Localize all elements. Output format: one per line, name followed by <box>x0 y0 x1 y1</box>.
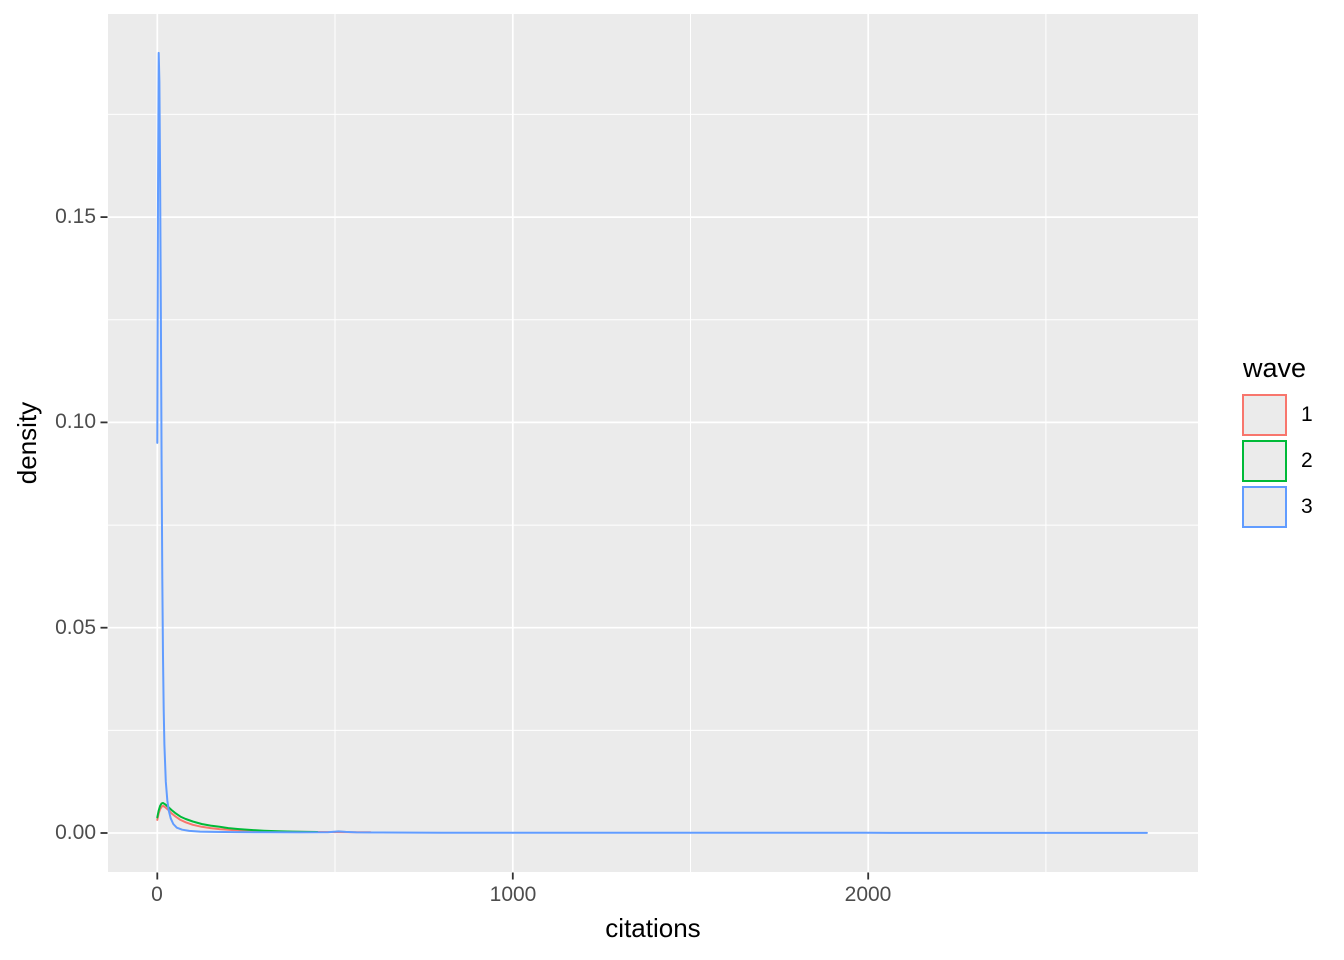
y-tick-label-015: 0.15 <box>55 205 96 228</box>
legend-label-wave-2: 2 <box>1301 449 1313 472</box>
legend: wave 1 2 3 <box>1242 353 1344 532</box>
panel-background <box>108 14 1198 872</box>
legend-item-wave-2: 2 <box>1242 440 1344 482</box>
y-tick-label-010: 0.10 <box>55 410 96 433</box>
x-axis-title: citations <box>605 913 701 943</box>
legend-key-swatch-wave-2 <box>1242 440 1287 482</box>
legend-key-swatch-wave-1 <box>1242 394 1287 436</box>
y-axis-title: density <box>12 401 42 485</box>
density-curve-wave-3 <box>156 51 1148 834</box>
x-tick-label-2000: 2000 <box>844 883 892 906</box>
legend-label-wave-3: 3 <box>1301 495 1313 518</box>
grid-minor-lines <box>108 14 1198 872</box>
x-tick-label-1000: 1000 <box>489 883 537 906</box>
y-tick-label-000: 0.00 <box>55 821 96 844</box>
density-curves <box>156 51 1148 834</box>
legend-key-swatch-wave-3 <box>1242 486 1287 528</box>
y-tick-label-005: 0.05 <box>55 616 96 639</box>
density-curve-wave-2 <box>156 802 319 833</box>
legend-label-wave-1: 1 <box>1301 403 1313 426</box>
x-tick-label-0: 0 <box>151 883 163 906</box>
axis-tick-marks <box>100 216 870 880</box>
legend-item-wave-3: 3 <box>1242 486 1344 528</box>
legend-title: wave <box>1243 353 1307 383</box>
legend-item-wave-1: 1 <box>1242 394 1344 436</box>
